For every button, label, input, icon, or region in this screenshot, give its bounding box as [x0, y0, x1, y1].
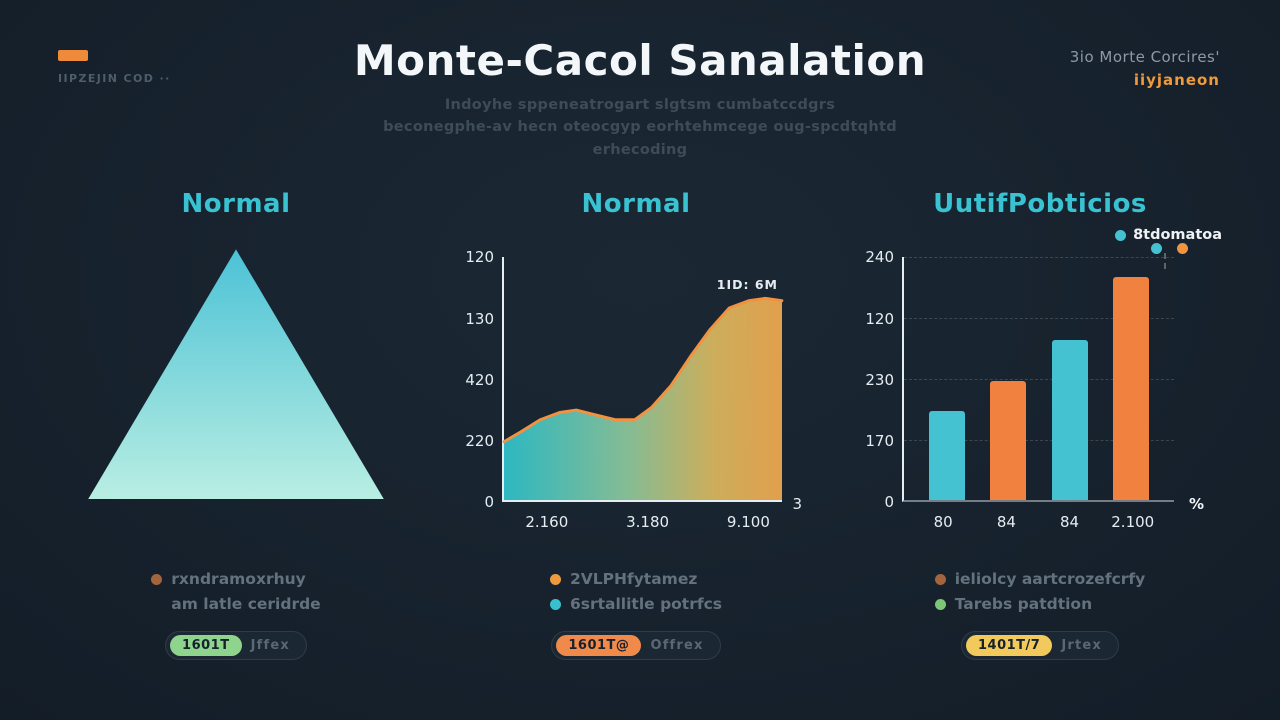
legend-label: Tarebs patdtion: [954, 595, 1093, 614]
tick-label: 84: [996, 513, 1016, 532]
tick-label: 3.180: [626, 513, 670, 532]
legend-dot: [934, 599, 946, 611]
area-chart-svg: [502, 297, 784, 501]
tick-label: 130: [465, 309, 494, 328]
bar: [929, 410, 966, 501]
x-axis-ticks: 2.160 3.180 9.100: [502, 513, 782, 533]
triangle-shape: [88, 249, 384, 500]
pill-label: Jffex: [250, 638, 290, 654]
bar: [1051, 340, 1088, 501]
bar-chart-zone: 8tdomatoa 240 120 230 170 0 80 84 84 2.100 %: [856, 227, 1224, 549]
panel-heading: Normal: [581, 189, 691, 220]
logo-label: IIPZEJIN COD ··: [58, 72, 171, 85]
tick-label: 2.160: [525, 513, 569, 532]
header: IIPZEJIN COD ·· Monte-Cacol Sanalation I…: [0, 0, 1280, 161]
area-line: [502, 297, 784, 444]
chart-annotation: 1ID: 6M: [716, 277, 778, 293]
legend-label: 2VLPHfytamez: [569, 570, 698, 589]
panel-legend: rxndramoxrhuy am latle ceridrde: [151, 567, 321, 617]
pill-badge: 1601T: [170, 635, 242, 657]
legend-label: ieliolcy aartcrozefcrfy: [954, 570, 1146, 589]
x-axis-ticks: 80 84 84 2.100: [902, 513, 1174, 531]
tick-label: 230: [865, 370, 894, 389]
legend-label: 6srtallitle potrfcs: [569, 595, 723, 614]
tick-label: 240: [865, 248, 894, 267]
chart-legend: 8tdomatoa: [1115, 227, 1222, 243]
legend-dot: [1115, 229, 1127, 241]
legend-row: 6srtallitle potrfcs: [549, 592, 723, 617]
gridline: [904, 257, 1174, 259]
y-axis-ticks: 240 120 230 170 0: [856, 248, 894, 511]
legend-row: 2VLPHfytamez: [549, 567, 722, 592]
gridline: [904, 318, 1174, 320]
tick-label: 84: [1060, 513, 1080, 532]
pill-button[interactable]: 1401T/7 Jrtex: [960, 631, 1119, 661]
subtitle-line: Indoyhe sppeneatrogart slgtsm cumbatccdg…: [444, 97, 836, 113]
header-right-caption: 3io Morte Corcires': [1069, 48, 1220, 66]
tick-label: 120: [465, 248, 494, 267]
header-right-brand: iiyjaneon: [1133, 71, 1220, 89]
tick-label: 120: [865, 309, 894, 328]
gridlines: [904, 257, 1174, 500]
panel-bar-chart: UutifPobticios 8tdomatoa 240 120 230 170 0 8…: [856, 189, 1224, 661]
area-chart: 1ID: 6M: [502, 257, 784, 503]
dashed-dropline: [1164, 253, 1166, 270]
tick-label: 0: [884, 493, 894, 512]
legend-row: am latle ceridrde: [151, 592, 320, 617]
legend-dot: [1177, 243, 1188, 255]
gridline: [904, 439, 1174, 441]
bar: [1112, 276, 1149, 501]
pill-button[interactable]: 1601T Jffex: [165, 631, 307, 661]
header-right: 3io Morte Corcires' iiyjaneon: [1070, 48, 1220, 89]
bar: [990, 381, 1027, 501]
tick-label: 170: [865, 432, 894, 451]
triangle-chart-zone: [56, 249, 416, 549]
legend-label: am latle ceridrde: [171, 595, 321, 614]
legend-dot: [549, 599, 561, 611]
legend-marker-dots: [1151, 243, 1188, 255]
panel-area-chart: Normal 120 130 420 220 0 1ID: 6M: [456, 189, 816, 661]
pill-badge: 1601T@: [556, 635, 642, 657]
bar-chart: [902, 257, 1174, 503]
tick-label: 2.100: [1111, 513, 1155, 532]
tick-label: 420: [465, 370, 494, 389]
area-chart-zone: 120 130 420 220 0 1ID: 6M 2.160 3.180 9.100: [456, 248, 816, 549]
page-subtitle: Indoyhe sppeneatrogart slgtsm cumbatccdg…: [0, 94, 1280, 161]
legend-label: 8tdomatoa: [1133, 227, 1222, 244]
pill-label: Offrex: [650, 638, 704, 654]
pill-badge: 1401T/7: [965, 635, 1053, 657]
legend-row: rxndramoxrhuy: [151, 567, 320, 592]
bar-group: [904, 257, 1174, 501]
axis-end-label: 3: [792, 495, 802, 514]
legend-row: ieliolcy aartcrozefcrfy: [934, 567, 1146, 592]
legend-row: Tarebs patdtion: [934, 592, 1146, 617]
legend-dot: [1151, 243, 1162, 255]
pill-label: Jrtex: [1061, 638, 1102, 654]
logo-icon: [58, 50, 88, 61]
panel-legend: 2VLPHfytamez 6srtallitle potrfcs: [549, 567, 723, 617]
panel-heading: Normal: [181, 189, 291, 220]
tick-label: 9.100: [726, 513, 770, 532]
tick-label: 220: [465, 432, 494, 451]
page-title: Monte-Cacol Sanalation: [353, 36, 927, 85]
tick-label: 0: [484, 493, 494, 512]
logo: IIPZEJIN COD ··: [58, 50, 171, 86]
legend-label: rxndramoxrhuy: [171, 570, 306, 589]
panel-triangle: Normal rxndramoxrhuy am latle ceridrde 1…: [56, 189, 416, 661]
legend-dot: [151, 574, 163, 586]
unit-label: %: [1188, 495, 1204, 514]
pill-button[interactable]: 1601T@ Offrex: [551, 631, 721, 661]
panel-heading: UutifPobticios: [933, 189, 1147, 220]
gridline: [904, 378, 1174, 380]
panels: Normal rxndramoxrhuy am latle ceridrde 1…: [0, 189, 1280, 661]
subtitle-line: erhecoding: [592, 141, 688, 158]
tick-label: 80: [933, 513, 953, 532]
area-fill-shape: [504, 298, 782, 501]
y-axis-ticks: 120 130 420 220 0: [456, 248, 494, 511]
legend-dot: [549, 574, 561, 586]
subtitle-line: beconegphe-av hecn oteocgyp eorhtehmcege…: [383, 119, 897, 136]
panel-legend: ieliolcy aartcrozefcrfy Tarebs patdtion: [934, 567, 1146, 617]
legend-dot: [934, 574, 946, 586]
